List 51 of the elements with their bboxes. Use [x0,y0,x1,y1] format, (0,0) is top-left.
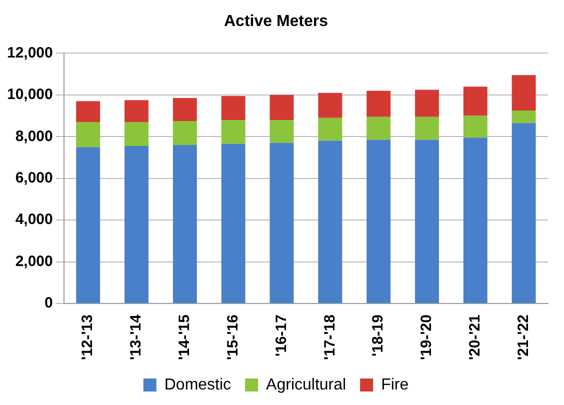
bar [172,98,197,121]
x-tick-label: '20-'21 [466,314,484,360]
y-tick-label: 12,000 [6,44,53,62]
bar [221,144,246,303]
x-tick-label: '18-19 [370,314,387,356]
bar [270,94,294,120]
bar [270,142,294,303]
y-tick-label: 10,000 [6,86,53,104]
bar [366,90,391,117]
chart-title: Active Meters [224,13,328,30]
bar [414,140,439,303]
y-tick-label: 4,000 [15,211,53,228]
bar [318,92,342,118]
x-tick-label: '19-'20 [418,314,436,360]
bar [366,140,391,303]
legend-label: Domestic [164,376,232,394]
bar [172,120,197,145]
bar [512,75,536,111]
bar [76,122,100,148]
legend-label: Agricultural [266,376,346,394]
bar [463,116,488,138]
bar [463,138,488,303]
bar [124,100,148,122]
bar [512,123,536,303]
x-tick-label: '12-'13 [79,314,96,360]
bar [124,122,148,146]
legend-label: Fire [381,376,409,394]
bar [463,86,488,116]
bar [414,90,439,117]
bar [124,146,148,303]
bar [318,140,342,303]
bar [414,116,439,140]
x-tick-label: '16-17 [272,314,290,356]
x-tick-label: '17-'18 [321,314,338,360]
bar [366,116,391,140]
x-tick-label: '13-'14 [128,314,145,360]
x-tick-label: '21-'22 [514,314,532,360]
y-tick-label: 6,000 [15,169,53,186]
bar [512,110,536,124]
y-tick-label: 2,000 [15,252,53,270]
bar [221,120,246,144]
bar [172,144,197,303]
y-tick-label: 8,000 [15,128,53,145]
bar [221,96,246,120]
x-tick-label: '14-'15 [176,314,194,360]
bar [318,118,342,141]
x-tick-label: '15-'16 [224,314,242,360]
y-tick-label: 0 [44,294,53,312]
bar [76,101,100,122]
bar [76,147,100,303]
bar [270,120,294,143]
